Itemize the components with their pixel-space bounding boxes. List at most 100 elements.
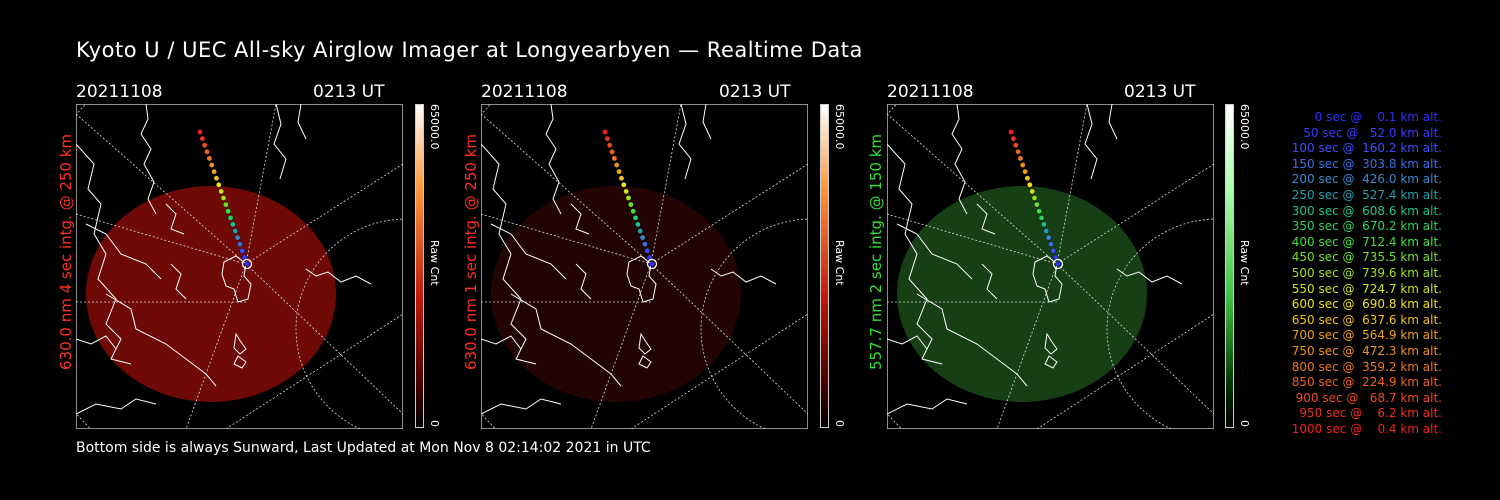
panel-2-image [481,104,808,429]
grid-lines [481,104,808,429]
coastline [297,104,307,140]
track-point [215,182,222,188]
legend-item: 800 sec @ 359.2 km alt. [1287,359,1442,374]
legend-item: 600 sec @ 690.8 km alt. [1287,297,1442,312]
meridian-line [650,163,808,265]
coastline [887,398,968,415]
panel-3-wavelength-label: 557.7 nm 2 sec intg. @ 150 km [867,133,885,370]
coastline [1084,104,1098,180]
track-point [611,155,618,162]
track-point [616,168,622,175]
legend-item: 0 sec @ 0.1 km alt. [1303,110,1442,124]
track-point [1043,228,1050,234]
meridian-line [245,263,403,415]
panel-1-colorbar-min: 0 [428,420,441,427]
latitude-circle [700,218,808,429]
panel-1-colorbar [415,104,424,428]
track-point [630,208,636,214]
track-point [206,155,213,162]
track-point [618,175,625,181]
grid-lines [887,104,1214,429]
legend-item: 700 sec @ 564.9 km alt. [1287,328,1442,343]
track-point [211,168,217,175]
circle-marker-icon [241,258,253,270]
coastline [916,293,1028,387]
meridian-line [630,313,808,429]
track-point [1031,195,1038,201]
track-point [1038,215,1045,221]
track-point [1024,175,1031,181]
track-point [620,182,627,188]
satellite-track [197,129,250,267]
track-point [204,149,210,155]
track-point [1026,182,1033,188]
track-point [197,129,203,135]
track-point [623,188,629,195]
track-point [625,195,632,201]
track-point [237,241,243,247]
track-point [632,215,639,221]
legend-item: 950 sec @ 6.2 km alt. [1295,406,1442,421]
meridian-line [481,113,652,265]
track-point [223,201,229,208]
meridian-line [76,113,247,265]
legend-item: 900 sec @ 68.7 km alt. [1291,390,1442,405]
meridian-line [245,163,403,265]
track-point [609,149,615,155]
coastline [1116,268,1183,285]
meridian-line [1056,104,1088,265]
track-point [201,142,208,149]
panel-1-wavelength-label: 630.0 nm 4 sec intg. @ 250 km [57,133,75,370]
coastline [896,223,973,280]
panel-1-colorbar-max: 65000.0 [428,104,441,150]
panel-2-colorbar-unit: Raw Cnt [833,240,846,286]
track-point [1015,149,1021,155]
latitude-circle [295,218,403,429]
panel-2-colorbar-min: 0 [833,420,846,427]
panel-1-date: 20211108 [76,82,163,102]
legend-item: 200 sec @ 426.0 km alt. [1287,172,1442,187]
track-point [244,261,250,267]
track-point [234,234,241,241]
meridian-line [185,263,247,429]
coastline [76,335,117,350]
track-point [649,261,655,267]
coastline [305,268,372,285]
coastline [76,143,132,365]
track-point [635,221,641,228]
track-point [628,201,634,208]
legend-item: 250 sec @ 527.4 km alt. [1287,187,1442,202]
track-point [642,241,648,247]
coastline [273,104,287,180]
track-point [220,195,227,201]
track-point [227,215,234,221]
coastlines [887,104,1183,415]
track-point [1034,201,1040,208]
meridian-line [1056,263,1214,415]
panel-1-image [76,104,403,429]
panel-1-time: 0213 UT [313,82,385,102]
allsky-map [887,104,1214,429]
track-point [1048,241,1054,247]
airglow-image [491,186,741,402]
panel-1-colorbar-unit: Raw Cnt [428,240,441,286]
coastline [140,104,157,215]
track-point [639,234,646,241]
legend-item: 100 sec @ 160.2 km alt. [1287,141,1442,156]
track-point [602,129,608,135]
track-point [1017,155,1024,162]
island-outline [638,332,652,355]
allsky-map [481,104,808,429]
legend-item: 450 sec @ 735.5 km alt. [1287,250,1442,265]
panel-2-date: 20211108 [481,82,568,102]
legend-item: 550 sec @ 724.7 km alt. [1287,281,1442,296]
coastline [490,223,567,280]
circle-marker-icon [646,258,658,270]
panel-2-wavelength-label: 630.0 nm 1 sec intg. @ 250 km [462,133,480,370]
coastline [951,104,968,215]
coastlines [481,104,777,415]
panel-3-date: 20211108 [887,82,974,102]
legend-item: 50 sec @ 52.0 km alt. [1295,125,1442,140]
legend-item: 1000 sec @ 0.4 km alt. [1291,421,1442,436]
meridian-line [650,104,682,265]
